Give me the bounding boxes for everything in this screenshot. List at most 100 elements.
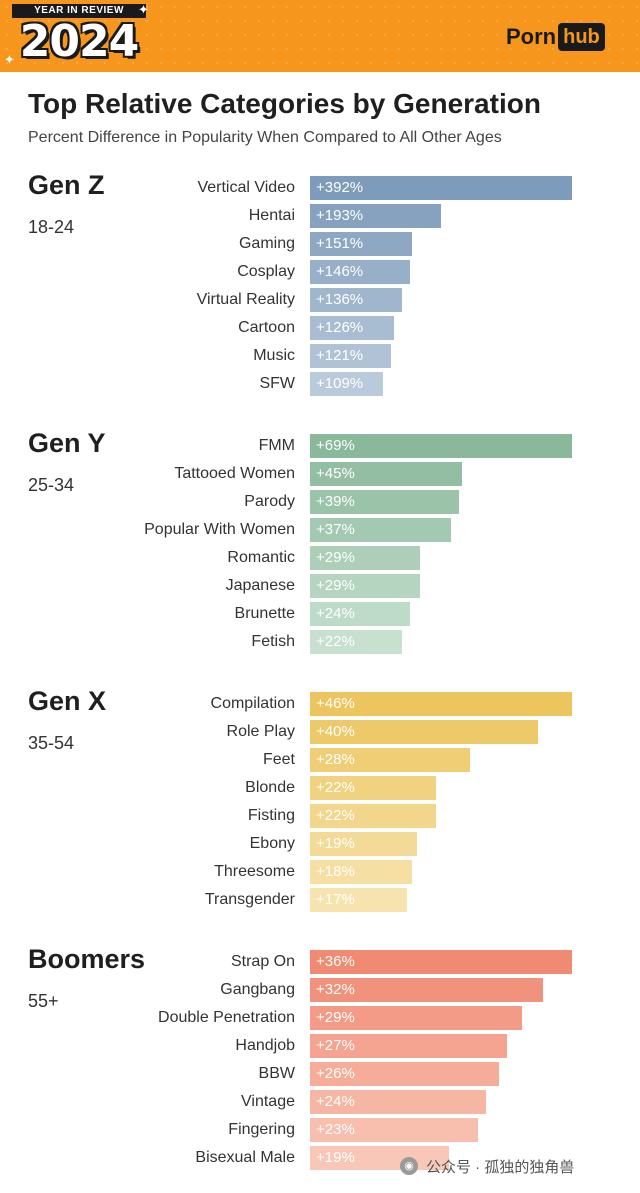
bar: [310, 748, 470, 772]
category-label: Handjob: [235, 1037, 295, 1054]
bar: [310, 372, 383, 396]
generation-name: Gen Y: [28, 428, 106, 458]
watermark: ◉ 公众号 · 孤独的独角兽: [400, 1154, 574, 1178]
bar: [310, 204, 441, 228]
bar: [310, 176, 572, 200]
bar-value-label: +18%: [316, 863, 355, 880]
category-label: Romantic: [227, 549, 295, 566]
category-label: Feet: [262, 751, 295, 768]
bar: [310, 316, 394, 340]
bar-value-label: +32%: [316, 981, 355, 998]
bar-value-label: +69%: [316, 437, 355, 454]
bar-value-label: +29%: [316, 549, 355, 566]
bar: [310, 1006, 522, 1030]
category-label: Gangbang: [220, 981, 295, 998]
category-label: Vintage: [241, 1093, 295, 1110]
bar: [310, 602, 410, 626]
logo-text-part2: hub: [558, 23, 605, 51]
category-label: BBW: [258, 1065, 295, 1082]
category-label: Double Penetration: [158, 1009, 295, 1026]
category-label: Threesome: [214, 863, 295, 880]
bar: [310, 860, 412, 884]
bar: [310, 490, 459, 514]
category-label: Music: [253, 347, 295, 364]
category-label: Bisexual Male: [195, 1149, 295, 1166]
generation-age-range: 35-54: [28, 733, 75, 753]
bar-value-label: +27%: [316, 1037, 355, 1054]
category-label: Cosplay: [237, 263, 295, 280]
bar: [310, 518, 451, 542]
bar-value-label: +40%: [316, 723, 355, 740]
sparkle-icon: ✦: [4, 52, 15, 67]
bar-value-label: +392%: [316, 179, 364, 196]
page-title: Top Relative Categories by Generation: [28, 88, 541, 119]
bar-value-label: +24%: [316, 605, 355, 622]
category-label: Vertical Video: [197, 179, 295, 196]
bar: [310, 546, 420, 570]
badge-year: 2024: [19, 16, 139, 67]
bar-value-label: +45%: [316, 465, 355, 482]
bar: [310, 950, 572, 974]
bar-value-label: +19%: [316, 835, 355, 852]
category-label: Japanese: [225, 577, 295, 594]
category-label: Transgender: [204, 891, 295, 908]
bar-value-label: +28%: [316, 751, 355, 768]
generation-name: Gen X: [28, 686, 107, 716]
bar: [310, 434, 572, 458]
bar-value-label: +151%: [316, 235, 364, 252]
generation-age-range: 18-24: [28, 217, 75, 237]
bar: [310, 720, 538, 744]
category-label: Compilation: [210, 695, 295, 712]
wechat-icon: ◉: [400, 1157, 418, 1175]
bar-value-label: +126%: [316, 319, 364, 336]
generation-name: Boomers: [28, 944, 146, 974]
bar: [310, 1034, 507, 1058]
bar-value-label: +37%: [316, 521, 355, 538]
category-label: Strap On: [230, 953, 295, 970]
badge-top-text: YEAR IN REVIEW: [12, 4, 146, 18]
category-label: Gaming: [238, 235, 295, 252]
bar-value-label: +22%: [316, 807, 355, 824]
bar: [310, 804, 436, 828]
header-banner: YEAR IN REVIEW 2024 ✦ ✦ Porn hub: [0, 0, 640, 72]
category-label: Cartoon: [238, 319, 295, 336]
bar: [310, 776, 436, 800]
bar-value-label: +22%: [316, 633, 355, 650]
logo-text-part1: Porn: [506, 24, 557, 49]
bar: [310, 692, 572, 716]
bar-value-label: +39%: [316, 493, 355, 510]
bar: [310, 344, 391, 368]
bar: [310, 574, 420, 598]
bar: [310, 232, 412, 256]
bar-value-label: +19%: [316, 1149, 355, 1166]
page-subtitle: Percent Difference in Popularity When Co…: [28, 129, 502, 146]
bar: [310, 462, 462, 486]
brand-logo: Porn hub: [506, 22, 605, 52]
bar-value-label: +29%: [316, 577, 355, 594]
category-label: Brunette: [234, 605, 295, 622]
generation-age-range: 25-34: [28, 475, 75, 495]
category-label: Hentai: [248, 207, 295, 224]
bar: [310, 1062, 499, 1086]
bar-value-label: +36%: [316, 953, 355, 970]
generation-age-range: 55+: [28, 991, 59, 1011]
category-label: FMM: [258, 437, 295, 454]
bar-value-label: +109%: [316, 375, 364, 392]
bar-value-label: +26%: [316, 1065, 355, 1082]
bar: [310, 1118, 478, 1142]
category-label: Fetish: [251, 633, 295, 650]
category-label: Blonde: [245, 779, 295, 796]
bar-value-label: +23%: [316, 1121, 355, 1138]
bar-value-label: +17%: [316, 891, 355, 908]
watermark-text: 公众号 · 孤独的独角兽: [426, 1158, 575, 1176]
bar-value-label: +136%: [316, 291, 364, 308]
category-label: Fingering: [228, 1121, 295, 1138]
bar-value-label: +193%: [316, 207, 364, 224]
category-label: Parody: [244, 493, 295, 510]
bar-value-label: +24%: [316, 1093, 355, 1110]
category-label: Virtual Reality: [196, 291, 295, 308]
bar: [310, 978, 543, 1002]
bar: [310, 630, 402, 654]
category-label: Tattooed Women: [174, 465, 295, 482]
bar-value-label: +22%: [316, 779, 355, 796]
